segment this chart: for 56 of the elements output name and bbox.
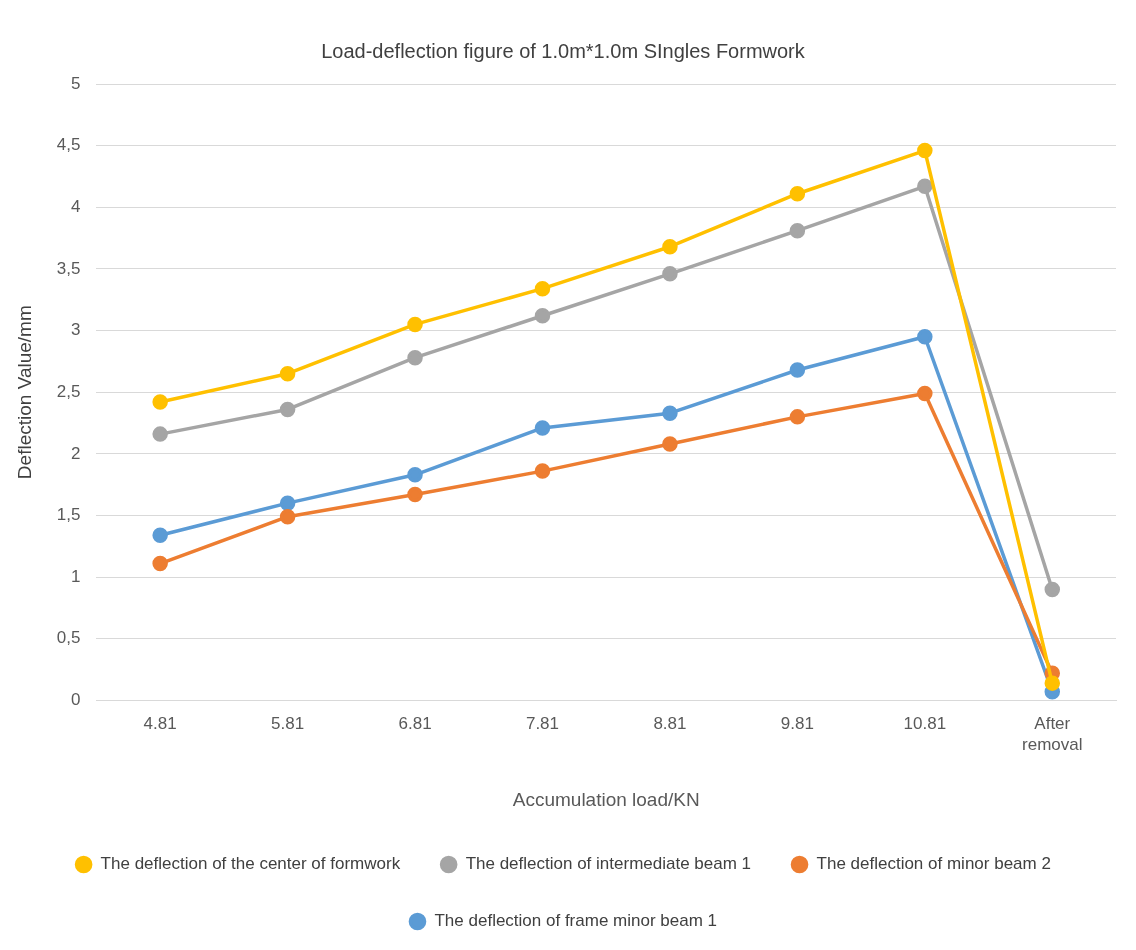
- legend-label: The deflection of the center of formwork: [100, 854, 401, 874]
- x-tick-label: 5.81: [271, 714, 305, 734]
- y-tick-label: 3,5: [56, 258, 81, 278]
- point: [279, 365, 296, 382]
- point: [407, 486, 423, 503]
- y-tick-label: 2,5: [56, 381, 81, 401]
- point: [152, 394, 168, 410]
- y-tick-label: 0: [70, 690, 81, 710]
- point: [662, 405, 678, 421]
- point: [534, 308, 551, 324]
- point: [1044, 675, 1061, 691]
- point: [152, 555, 168, 572]
- y-tick-label: 3: [70, 320, 81, 340]
- point: [789, 362, 806, 378]
- x-tick-label: After removal: [1022, 714, 1083, 754]
- y-tick-label: 0,5: [56, 628, 81, 648]
- x-tick-label: 6.81: [398, 714, 432, 734]
- point: [1044, 581, 1061, 598]
- point: [279, 401, 296, 418]
- legend-label: The deflection of frame minor beam 1: [434, 911, 718, 931]
- y-tick-label: 2: [70, 443, 81, 463]
- point: [789, 185, 806, 202]
- point: [152, 426, 168, 442]
- point: [789, 222, 806, 239]
- x-tick-label: 7.81: [525, 714, 560, 734]
- point: [917, 328, 933, 345]
- y-axis-title: Deflection Value/mm: [13, 305, 35, 480]
- point: [917, 178, 933, 195]
- x-tick-label: 9.81: [780, 714, 814, 734]
- y-tick-label: 1: [70, 566, 81, 586]
- y-tick-label: 5: [70, 73, 81, 93]
- legend-label: The deflection of minor beam 2: [816, 854, 1051, 874]
- point: [662, 238, 678, 255]
- x-axis-title: Accumulation load/KN: [512, 788, 700, 810]
- point: [789, 409, 806, 425]
- point: [407, 316, 423, 333]
- point: [917, 142, 933, 159]
- y-tick-label: 4,5: [56, 135, 81, 155]
- point: [279, 495, 296, 511]
- point: [534, 420, 551, 436]
- chart-title: Load-deflection figure of 1.0m*1.0m SIngles Formwork: [321, 39, 806, 62]
- y-tick-label: 4: [70, 196, 81, 216]
- point: [407, 349, 423, 366]
- x-tick-label: 4.81: [143, 714, 177, 734]
- x-tick-label: 10.81: [903, 714, 947, 734]
- point: [534, 463, 551, 479]
- point: [917, 385, 933, 402]
- point: [279, 508, 296, 525]
- point: [662, 266, 678, 282]
- x-tick-label: 8.81: [653, 714, 687, 734]
- y-tick-label: 1,5: [56, 505, 81, 525]
- point: [534, 280, 551, 297]
- legend-label: The deflection of intermediate beam 1: [465, 854, 752, 874]
- point: [407, 467, 423, 483]
- point: [662, 436, 678, 452]
- point: [152, 527, 168, 543]
